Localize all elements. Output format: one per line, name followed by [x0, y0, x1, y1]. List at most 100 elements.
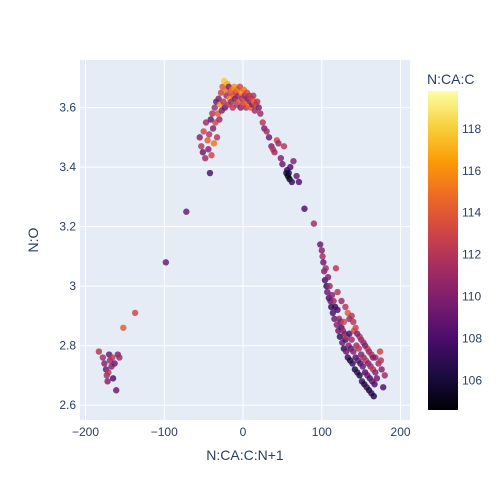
data-point — [213, 134, 221, 141]
data-point — [257, 110, 264, 117]
data-point — [342, 303, 349, 311]
data-point — [199, 149, 207, 156]
data-point — [202, 119, 210, 126]
data-point — [355, 345, 363, 352]
data-point — [324, 273, 332, 281]
x-tick-label: 200 — [391, 425, 411, 439]
data-point — [255, 104, 262, 111]
data-point — [250, 92, 257, 99]
data-point — [372, 369, 379, 376]
data-point — [359, 363, 366, 370]
data-point — [370, 392, 377, 400]
data-point — [206, 169, 214, 177]
data-point — [216, 116, 223, 123]
data-point — [183, 208, 190, 215]
data-point — [354, 330, 361, 337]
data-point — [209, 125, 217, 132]
data-point — [334, 306, 341, 314]
data-point — [293, 172, 300, 180]
data-point — [209, 110, 216, 117]
data-points — [95, 77, 388, 400]
colorbar — [428, 91, 458, 410]
data-point — [279, 160, 286, 168]
data-point — [361, 342, 369, 349]
data-point — [254, 98, 261, 105]
colorbar-tick-label: 110 — [462, 290, 481, 304]
data-point — [204, 137, 211, 144]
data-point — [332, 265, 340, 272]
colorbar-title: N:CA:C — [427, 71, 474, 87]
data-point — [101, 360, 108, 367]
data-point — [131, 309, 139, 317]
data-point — [210, 140, 218, 147]
data-point — [320, 259, 327, 266]
data-point — [377, 357, 385, 364]
data-point — [205, 146, 212, 153]
colorbar-tick-label: 118 — [462, 122, 481, 136]
y-tick-label: 3 — [69, 279, 76, 293]
data-point — [109, 354, 116, 361]
data-point — [120, 324, 127, 331]
y-tick-label: 3.4 — [59, 160, 76, 174]
data-point — [324, 288, 331, 296]
data-point — [259, 119, 266, 126]
data-point — [196, 134, 203, 141]
data-point — [317, 241, 324, 248]
data-point — [380, 384, 387, 391]
data-point — [373, 375, 381, 382]
data-point — [348, 336, 355, 343]
data-point — [95, 348, 103, 355]
data-point — [357, 336, 365, 343]
data-point — [287, 163, 294, 171]
data-point — [217, 89, 225, 96]
data-point — [295, 178, 303, 186]
data-point — [322, 265, 329, 272]
data-point — [349, 360, 356, 367]
data-point — [271, 149, 278, 156]
data-point — [285, 169, 292, 177]
data-point — [275, 140, 282, 147]
y-axis-ticks: 2.6 2.8 3 3.2 3.4 3.6 — [59, 101, 76, 413]
colorbar-tick-label: 112 — [462, 248, 481, 262]
x-tick-label: 100 — [312, 425, 332, 439]
x-tick-label: −100 — [151, 425, 178, 439]
data-point — [319, 253, 326, 260]
data-point — [280, 143, 288, 150]
y-axis-title: N:O — [25, 227, 41, 252]
x-axis-ticks: −200 −100 0 100 200 — [72, 425, 411, 439]
data-point — [330, 297, 337, 305]
data-point — [326, 282, 333, 290]
data-point — [338, 297, 345, 305]
data-point — [331, 315, 338, 323]
x-tick-label: −200 — [72, 425, 99, 439]
data-point — [162, 259, 170, 266]
data-point — [378, 366, 385, 373]
data-point — [290, 157, 297, 165]
data-point — [111, 360, 118, 367]
data-point — [329, 309, 337, 317]
data-point — [207, 116, 214, 123]
data-point — [109, 375, 117, 382]
data-point — [346, 330, 353, 337]
data-point — [200, 128, 207, 135]
data-point — [343, 348, 350, 355]
x-axis-title: N:CA:C:N+1 — [206, 447, 284, 463]
y-tick-label: 2.8 — [59, 339, 76, 353]
x-tick-label: 0 — [240, 425, 247, 439]
data-point — [365, 348, 373, 355]
y-tick-label: 3.6 — [59, 101, 76, 115]
data-point — [369, 354, 377, 361]
data-point — [265, 134, 273, 141]
colorbar-tick-label: 114 — [462, 206, 481, 220]
data-point — [318, 247, 325, 254]
data-point — [340, 318, 348, 326]
data-point — [198, 143, 205, 150]
colorbar-tick-label: 106 — [462, 374, 482, 388]
data-point — [381, 372, 388, 379]
data-point — [336, 333, 344, 340]
data-point — [104, 378, 111, 385]
data-point — [376, 348, 384, 355]
data-point — [301, 205, 308, 212]
data-point — [208, 152, 215, 159]
